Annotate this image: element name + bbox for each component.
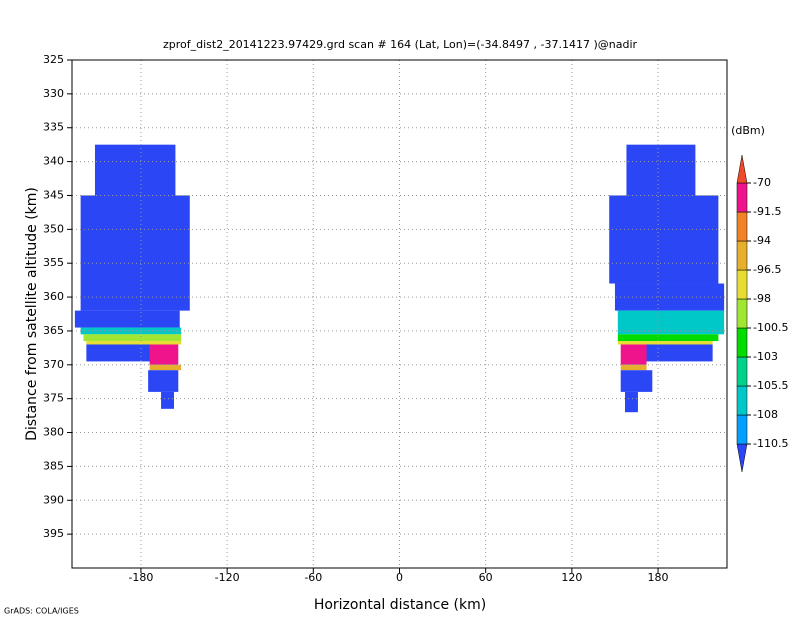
y-tick-label: 350 [43, 222, 64, 235]
y-tick-label: 390 [43, 493, 64, 506]
y-tick-label: 345 [43, 188, 64, 201]
colorbar-cell [736, 356, 748, 387]
data-cell [620, 344, 647, 365]
colorbar-cell [736, 240, 748, 271]
data-cell [80, 327, 182, 335]
data-cell [614, 283, 725, 311]
data-cell [617, 310, 725, 335]
colorbar-cell [736, 385, 748, 416]
y-tick-label: 325 [43, 53, 64, 66]
data-cell [609, 195, 719, 284]
data-cell [148, 370, 179, 392]
x-tick-label: -180 [128, 571, 153, 584]
y-tick-label: 365 [43, 324, 64, 337]
colorbar-label: (dBm) [731, 124, 765, 137]
y-tick-label: 355 [43, 256, 64, 269]
y-tick-label: 340 [43, 155, 64, 168]
y-tick-label: 360 [43, 290, 64, 303]
data-cell [620, 364, 647, 371]
data-cell [86, 344, 153, 362]
data-cell [94, 144, 176, 196]
data-cell [640, 344, 713, 362]
y-tick-label: 385 [43, 459, 64, 472]
colorbar-label: -70 [753, 176, 771, 189]
colorbar-cell [736, 211, 748, 242]
chart-title: zprof_dist2_20141223.97429.grd scan # 16… [163, 38, 638, 51]
colorbar-label: -110.5 [753, 437, 788, 450]
plot-frame [71, 59, 728, 569]
data-cell [74, 310, 180, 328]
x-tick-label: -120 [215, 571, 240, 584]
data-cell [83, 334, 182, 342]
data-cell [149, 364, 182, 371]
colorbar-label: -105.5 [753, 379, 788, 392]
y-tick-label: 395 [43, 527, 64, 540]
y-tick-label: 335 [43, 121, 64, 134]
x-tick-label: 120 [561, 571, 582, 584]
colorbar-label: -100.5 [753, 321, 788, 334]
y-tick-label: 380 [43, 426, 64, 439]
data-cell [80, 195, 190, 311]
colorbar-label: -108 [753, 408, 778, 421]
x-axis-label: Horizontal distance (km) [314, 597, 486, 613]
data-cell [86, 341, 182, 345]
x-tick-label: 0 [396, 571, 403, 584]
colorbar-label: -96.5 [753, 263, 781, 276]
data-cell [625, 391, 638, 413]
colorbar-cell [736, 414, 748, 445]
y-tick-label: 330 [43, 87, 64, 100]
colorbar-cell [736, 327, 748, 358]
colorbar-cell [736, 154, 748, 184]
colorbar-cell [736, 269, 748, 300]
colorbar-label: -103 [753, 350, 778, 363]
colorbar-cell [736, 298, 748, 329]
data-cell [617, 334, 719, 342]
data-cell [626, 144, 696, 196]
y-tick-label: 370 [43, 358, 64, 371]
colorbar-cell [736, 182, 748, 213]
footer: GrADS: COLA/IGES [4, 607, 79, 616]
x-tick-label: -60 [304, 571, 322, 584]
colorbar-label: -94 [753, 234, 771, 247]
data-cell [617, 341, 713, 345]
colorbar-cell [736, 443, 748, 473]
data-cell [161, 391, 174, 409]
y-tick-label: 375 [43, 392, 64, 405]
data-cell [620, 370, 653, 392]
y-axis-label: Distance from satellite altitude (km) [24, 187, 40, 441]
data-cell [149, 344, 179, 365]
colorbar-label: -98 [753, 292, 771, 305]
x-tick-label: 60 [479, 571, 493, 584]
x-tick-label: 180 [648, 571, 669, 584]
colorbar-label: -91.5 [753, 205, 781, 218]
